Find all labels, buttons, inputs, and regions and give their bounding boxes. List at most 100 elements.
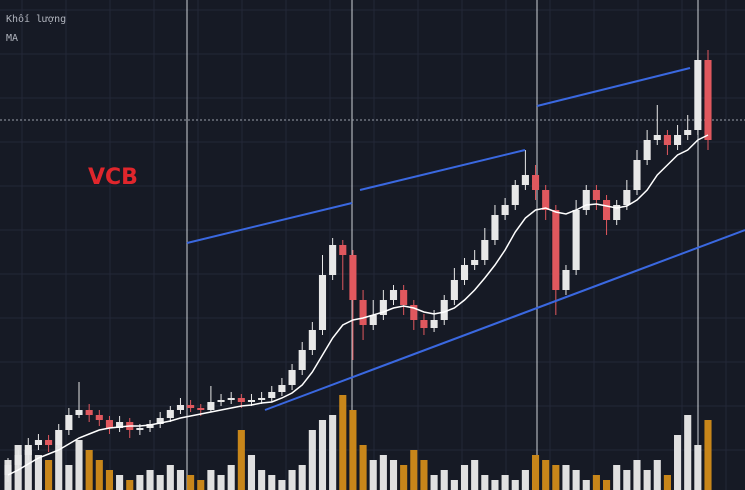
candle-body: [278, 385, 286, 392]
volume-bar: [45, 460, 53, 490]
volume-bar: [278, 480, 286, 490]
volume-bar: [440, 470, 448, 490]
candle-body: [34, 440, 42, 445]
candle-body: [85, 410, 93, 415]
volume-bar: [359, 445, 367, 490]
volume-bar: [288, 470, 296, 490]
volume-bar: [369, 460, 377, 490]
trend-line: [359, 149, 526, 191]
candle-body: [146, 424, 154, 428]
volume-bar: [126, 480, 134, 490]
candle-body: [318, 275, 327, 330]
volume-bar: [450, 480, 458, 490]
volume-bar: [410, 450, 418, 490]
volume-bar: [329, 415, 337, 490]
volume-bar: [623, 470, 631, 490]
volume-bar: [582, 480, 590, 490]
candle-body: [704, 60, 712, 140]
volume-bar: [339, 395, 347, 490]
candle-body: [217, 400, 225, 402]
candle-body: [268, 392, 276, 398]
candle-body: [521, 175, 529, 185]
volume-bar: [653, 460, 661, 490]
candle-body: [237, 398, 245, 402]
volume-bar: [552, 465, 560, 490]
candle-body: [95, 415, 103, 420]
candle-body: [65, 415, 73, 430]
volume-bar: [176, 470, 185, 490]
candle-body: [45, 440, 53, 445]
candle-body: [674, 135, 682, 145]
candles: [4, 50, 712, 482]
volume-bar: [613, 465, 621, 490]
trend-line: [264, 229, 745, 411]
candle-body: [24, 445, 32, 455]
volume-bars: [4, 395, 712, 490]
volume-bar: [603, 480, 611, 490]
volume-bar: [116, 475, 124, 490]
candle-body: [592, 190, 600, 200]
candle-body: [684, 130, 692, 135]
candle-body: [511, 185, 519, 205]
candle-body: [542, 190, 550, 210]
candle-body: [197, 408, 205, 410]
candle-body: [531, 175, 540, 190]
candle-body: [14, 455, 22, 465]
volume-bar: [55, 445, 63, 490]
volume-bar: [156, 475, 164, 490]
volume-bar: [65, 465, 73, 490]
candle-body: [562, 270, 570, 290]
volume-bar: [308, 430, 316, 490]
candle-body: [247, 400, 256, 402]
volume-bar: [592, 475, 600, 490]
volume-bar: [491, 480, 499, 490]
candle-body: [339, 245, 347, 255]
candle-body: [105, 420, 113, 428]
candle-body: [308, 330, 316, 350]
volume-bar: [298, 465, 306, 490]
volume-bar: [227, 465, 235, 490]
candle-body: [440, 300, 448, 320]
candle-body: [552, 210, 560, 290]
candle-body: [694, 60, 702, 130]
candle-body: [166, 410, 174, 418]
candle-body: [491, 215, 499, 240]
trend-lines: [186, 67, 745, 411]
volume-bar: [187, 475, 195, 490]
volume-bar: [237, 430, 245, 490]
volume-bar: [704, 420, 712, 490]
volume-bar: [197, 480, 205, 490]
candle-body: [298, 350, 306, 370]
candle-body: [156, 418, 164, 424]
ma-line: [7, 134, 709, 476]
volume-bar: [633, 460, 641, 490]
candle-body: [582, 190, 590, 210]
candle-body: [430, 320, 438, 328]
candle-body: [258, 398, 266, 400]
volume-bar: [420, 460, 428, 490]
ma-label: MA: [6, 33, 18, 44]
candle-body: [329, 245, 337, 275]
trend-line: [186, 202, 353, 244]
candle-body: [400, 290, 408, 305]
candle-body: [288, 370, 296, 385]
ticker-annotation: VCB: [88, 165, 138, 190]
candle-body: [481, 240, 489, 260]
volume-bar: [136, 475, 144, 490]
volume-bar: [460, 465, 469, 490]
candle-body: [227, 398, 235, 400]
candle-body: [450, 280, 458, 300]
candle-body: [379, 300, 387, 315]
candle-body: [460, 265, 469, 280]
volume-bar: [247, 455, 256, 490]
candle-body: [603, 200, 611, 220]
volume-bar: [349, 410, 357, 490]
volume-bar: [643, 470, 651, 490]
candle-body: [116, 422, 124, 428]
vertical-markers: [186, 0, 699, 490]
volume-bar: [674, 435, 682, 490]
volume-bar: [146, 470, 154, 490]
candle-body: [410, 305, 418, 320]
candle-body: [207, 402, 215, 410]
volume-bar: [34, 455, 42, 490]
